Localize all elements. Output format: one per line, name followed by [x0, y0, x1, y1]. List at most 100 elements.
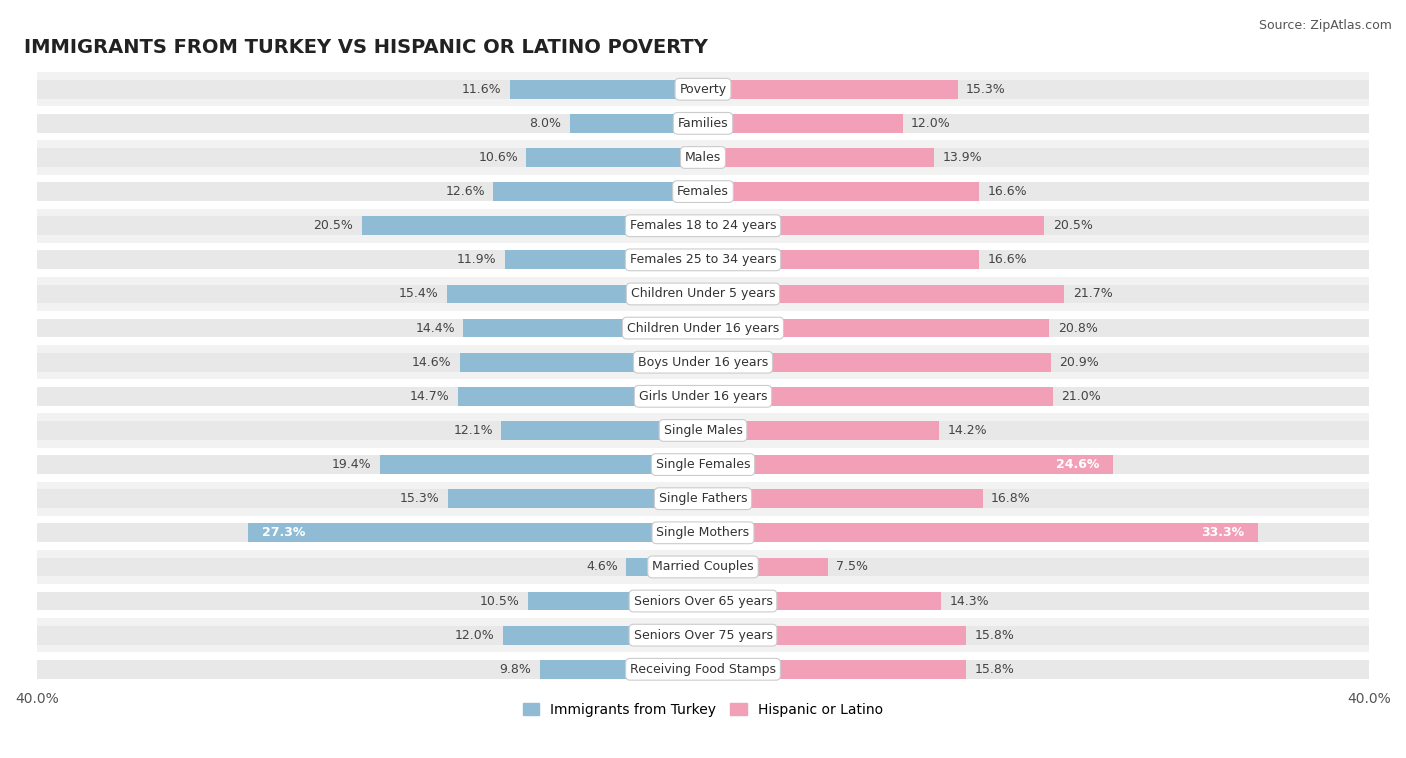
Bar [37, 592, 703, 610]
Text: Receiving Food Stamps: Receiving Food Stamps [630, 662, 776, 676]
Legend: Immigrants from Turkey, Hispanic or Latino: Immigrants from Turkey, Hispanic or Lati… [517, 697, 889, 722]
Text: 19.4%: 19.4% [332, 458, 371, 471]
Text: 10.6%: 10.6% [478, 151, 519, 164]
Bar [458, 387, 703, 406]
Text: Families: Families [678, 117, 728, 130]
Bar [627, 558, 703, 576]
Bar [703, 318, 1049, 337]
Text: 15.8%: 15.8% [974, 628, 1014, 642]
Bar [447, 284, 703, 303]
Bar [380, 456, 703, 474]
Bar [703, 626, 1369, 644]
Bar [703, 524, 1369, 542]
Text: Males: Males [685, 151, 721, 164]
Bar [37, 250, 703, 269]
Text: Children Under 5 years: Children Under 5 years [631, 287, 775, 300]
Text: Females 18 to 24 years: Females 18 to 24 years [630, 219, 776, 232]
Text: 7.5%: 7.5% [837, 560, 869, 574]
Text: 15.3%: 15.3% [401, 492, 440, 505]
Text: 27.3%: 27.3% [262, 526, 305, 539]
Text: Single Females: Single Females [655, 458, 751, 471]
Bar [37, 311, 1369, 345]
Text: 12.1%: 12.1% [454, 424, 494, 437]
Text: 20.9%: 20.9% [1059, 356, 1099, 368]
Bar [703, 216, 1369, 235]
Text: 16.6%: 16.6% [988, 253, 1028, 266]
Bar [703, 148, 1369, 167]
Text: 11.9%: 11.9% [457, 253, 496, 266]
Text: 12.0%: 12.0% [911, 117, 950, 130]
Bar [463, 318, 703, 337]
Bar [37, 584, 1369, 618]
Bar [37, 660, 703, 678]
Bar [703, 592, 1369, 610]
Text: Single Males: Single Males [664, 424, 742, 437]
Bar [703, 182, 1369, 201]
Bar [703, 592, 941, 610]
Text: 20.5%: 20.5% [314, 219, 353, 232]
Bar [37, 208, 1369, 243]
Bar [703, 284, 1369, 303]
Bar [37, 421, 703, 440]
Text: 33.3%: 33.3% [1201, 526, 1244, 539]
Bar [37, 216, 703, 235]
Text: 14.3%: 14.3% [949, 594, 988, 608]
Text: 11.6%: 11.6% [463, 83, 502, 96]
Bar [37, 652, 1369, 686]
Bar [540, 660, 703, 678]
Bar [703, 284, 1064, 303]
Text: 15.4%: 15.4% [398, 287, 439, 300]
Bar [703, 558, 828, 576]
Bar [703, 558, 1369, 576]
Bar [37, 481, 1369, 515]
Bar [703, 114, 903, 133]
Text: IMMIGRANTS FROM TURKEY VS HISPANIC OR LATINO POVERTY: IMMIGRANTS FROM TURKEY VS HISPANIC OR LA… [24, 38, 707, 57]
Text: 21.0%: 21.0% [1062, 390, 1101, 402]
Text: Single Mothers: Single Mothers [657, 526, 749, 539]
Bar [37, 284, 703, 303]
Bar [37, 174, 1369, 208]
Bar [529, 592, 703, 610]
Bar [703, 421, 939, 440]
Text: Females 25 to 34 years: Females 25 to 34 years [630, 253, 776, 266]
Text: 15.8%: 15.8% [974, 662, 1014, 676]
Text: 8.0%: 8.0% [530, 117, 561, 130]
Bar [37, 490, 703, 508]
Bar [37, 140, 1369, 174]
Bar [37, 114, 703, 133]
Text: Source: ZipAtlas.com: Source: ZipAtlas.com [1258, 19, 1392, 32]
Bar [37, 387, 703, 406]
Bar [703, 387, 1369, 406]
Text: 13.9%: 13.9% [943, 151, 983, 164]
Bar [37, 618, 1369, 652]
Bar [526, 148, 703, 167]
Bar [37, 456, 703, 474]
Text: 14.7%: 14.7% [411, 390, 450, 402]
Bar [703, 490, 1369, 508]
Bar [703, 352, 1052, 371]
Bar [502, 421, 703, 440]
Text: Seniors Over 75 years: Seniors Over 75 years [634, 628, 772, 642]
Text: Single Fathers: Single Fathers [659, 492, 747, 505]
Text: Children Under 16 years: Children Under 16 years [627, 321, 779, 334]
Text: 12.6%: 12.6% [446, 185, 485, 198]
Bar [460, 352, 703, 371]
Text: Seniors Over 65 years: Seniors Over 65 years [634, 594, 772, 608]
Text: Girls Under 16 years: Girls Under 16 years [638, 390, 768, 402]
Bar [569, 114, 703, 133]
Text: Poverty: Poverty [679, 83, 727, 96]
Bar [37, 379, 1369, 413]
Bar [703, 148, 935, 167]
Bar [37, 243, 1369, 277]
Bar [37, 106, 1369, 140]
Bar [37, 345, 1369, 379]
Bar [703, 387, 1053, 406]
Bar [703, 250, 1369, 269]
Text: 24.6%: 24.6% [1056, 458, 1099, 471]
Bar [37, 413, 1369, 447]
Bar [703, 660, 966, 678]
Bar [703, 660, 1369, 678]
Bar [510, 80, 703, 99]
Text: 12.0%: 12.0% [456, 628, 495, 642]
Bar [703, 352, 1369, 371]
